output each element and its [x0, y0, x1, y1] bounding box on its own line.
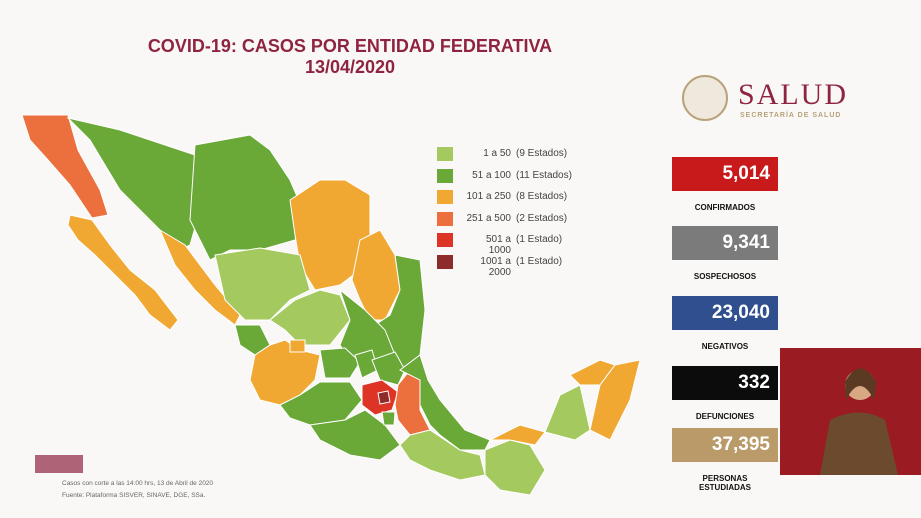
logo-seal [682, 75, 728, 121]
title: COVID-19: CASOS POR ENTIDAD FEDERATIVA [147, 36, 553, 56]
state [249, 339, 321, 406]
legend-swatch [437, 211, 453, 226]
stat-label: DEFUNCIONES [695, 412, 755, 421]
legend-count: (2 Estados) [516, 212, 568, 224]
states [21, 114, 641, 496]
stat-value: 332 [672, 366, 778, 400]
footer-source: Fuente: Plataforma SISVER, SINAVE, DGE, … [62, 492, 206, 499]
state [214, 247, 311, 321]
legend-swatch [437, 168, 453, 183]
legend-count: (9 Estados) [516, 148, 568, 159]
stat-value: 9,341 [672, 226, 778, 260]
footer-logo [35, 455, 83, 473]
state [189, 134, 306, 261]
legend-swatch [437, 147, 453, 161]
state [399, 429, 486, 481]
stat-label: PERSONAS ESTUDIADAS [698, 474, 751, 492]
stat-label: SOSPECHOSOS [693, 272, 757, 281]
state [544, 384, 591, 441]
legend-count: (11 Estados) [516, 169, 572, 181]
state [67, 214, 179, 331]
interpreter-body [820, 412, 898, 475]
footer-note: Casos con corte a las 14:00 hrs, 13 de A… [62, 480, 214, 487]
state [371, 351, 406, 386]
legend-swatch [437, 233, 453, 247]
legend-range: 51 a 100 [472, 169, 511, 181]
stat-label: CONFIRMADOS [694, 203, 756, 212]
state [319, 347, 361, 379]
stat-value: 5,014 [672, 157, 778, 191]
state [489, 424, 546, 446]
legend-swatch [437, 190, 453, 204]
legend-range: 1 a 50 [483, 148, 511, 159]
logo-name: SALUD [738, 78, 849, 111]
state [289, 339, 306, 353]
date: 13/04/2020 [304, 57, 396, 77]
state [158, 228, 241, 326]
stat-label: NEGATIVOS [701, 342, 749, 351]
state [21, 114, 109, 219]
state [377, 390, 391, 405]
interpreter-hair [845, 368, 876, 400]
legend-range: 1001 a 2000 [480, 255, 511, 278]
stat-value: 37,395 [672, 428, 778, 462]
state [589, 359, 641, 441]
state [381, 411, 396, 426]
legend-range: 101 a 250 [466, 191, 512, 202]
legend-range: 501 a 1000 [485, 234, 511, 256]
state [484, 439, 546, 496]
legend-swatch [437, 254, 453, 269]
legend-count: (1 Estado) [516, 234, 563, 245]
logo-subtitle: SECRETARÍA DE SALUD [740, 112, 842, 119]
legend-count: (1 Estado) [516, 255, 563, 267]
stat-value: 23,040 [672, 296, 778, 330]
legend-count: (8 Estados) [516, 191, 568, 202]
legend-range: 251 a 500 [466, 212, 512, 224]
